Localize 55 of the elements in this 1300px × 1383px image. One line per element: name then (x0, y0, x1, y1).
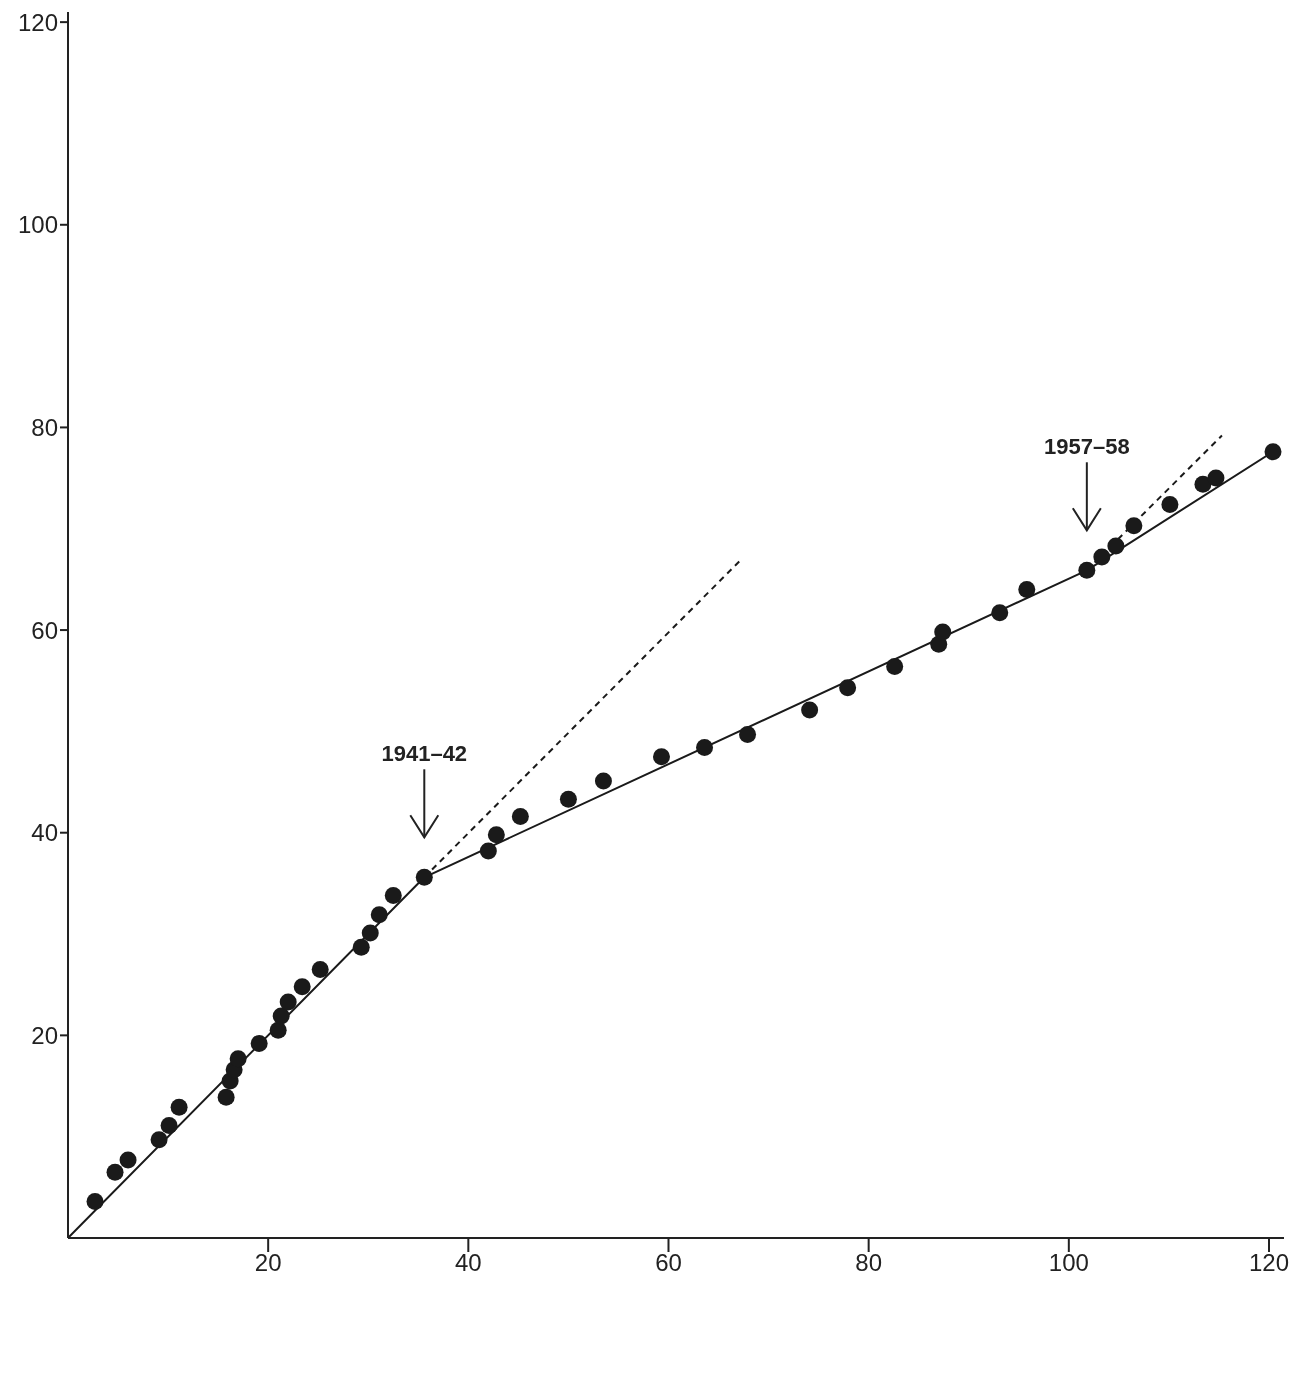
x-tick-label: 80 (855, 1249, 883, 1277)
x-tick-label: 120 (1248, 1249, 1290, 1277)
point (839, 679, 857, 697)
point (559, 790, 577, 808)
point (269, 1021, 287, 1039)
point (991, 604, 1009, 622)
point (1093, 548, 1111, 566)
y-tick-label: 20 (31, 1021, 58, 1049)
point (652, 748, 670, 766)
point (86, 1193, 104, 1211)
point (279, 993, 297, 1011)
point (1161, 495, 1179, 513)
point (217, 1088, 235, 1106)
point (229, 1050, 247, 1068)
y-tick-label: 120 (17, 8, 58, 36)
point (934, 623, 952, 641)
point (384, 887, 402, 905)
x-tick-label: 60 (655, 1249, 682, 1277)
point (487, 826, 505, 844)
point (415, 868, 433, 886)
point (696, 739, 714, 757)
point (1018, 581, 1036, 599)
y-tick-label: 60 (31, 616, 58, 644)
y-tick-label: 80 (31, 413, 58, 441)
y-tick-label: 100 (17, 211, 58, 239)
point (739, 725, 757, 743)
point (1107, 537, 1125, 555)
annotation: 1941–42 (381, 741, 468, 767)
point (119, 1151, 137, 1169)
point (170, 1098, 188, 1116)
point (361, 924, 379, 942)
x-tick-label: 20 (254, 1249, 282, 1277)
point (293, 978, 311, 996)
point (1125, 517, 1143, 535)
point (1078, 561, 1096, 579)
point (150, 1131, 168, 1149)
point (479, 842, 497, 860)
point (311, 961, 329, 978)
point (1264, 443, 1282, 461)
point (106, 1163, 124, 1181)
x-tick-label: 100 (1048, 1249, 1089, 1277)
point (594, 772, 612, 790)
point (370, 906, 388, 924)
point (160, 1117, 178, 1135)
point (1194, 475, 1212, 493)
x-tick-label: 40 (454, 1249, 482, 1277)
point (352, 938, 370, 956)
point (801, 701, 819, 719)
point (886, 658, 904, 676)
point (272, 1007, 290, 1025)
y-tick-label: 40 (31, 819, 58, 847)
annotation: 1957–58 (1044, 434, 1130, 460)
point (511, 808, 529, 825)
point (250, 1034, 268, 1052)
point (1207, 469, 1225, 487)
